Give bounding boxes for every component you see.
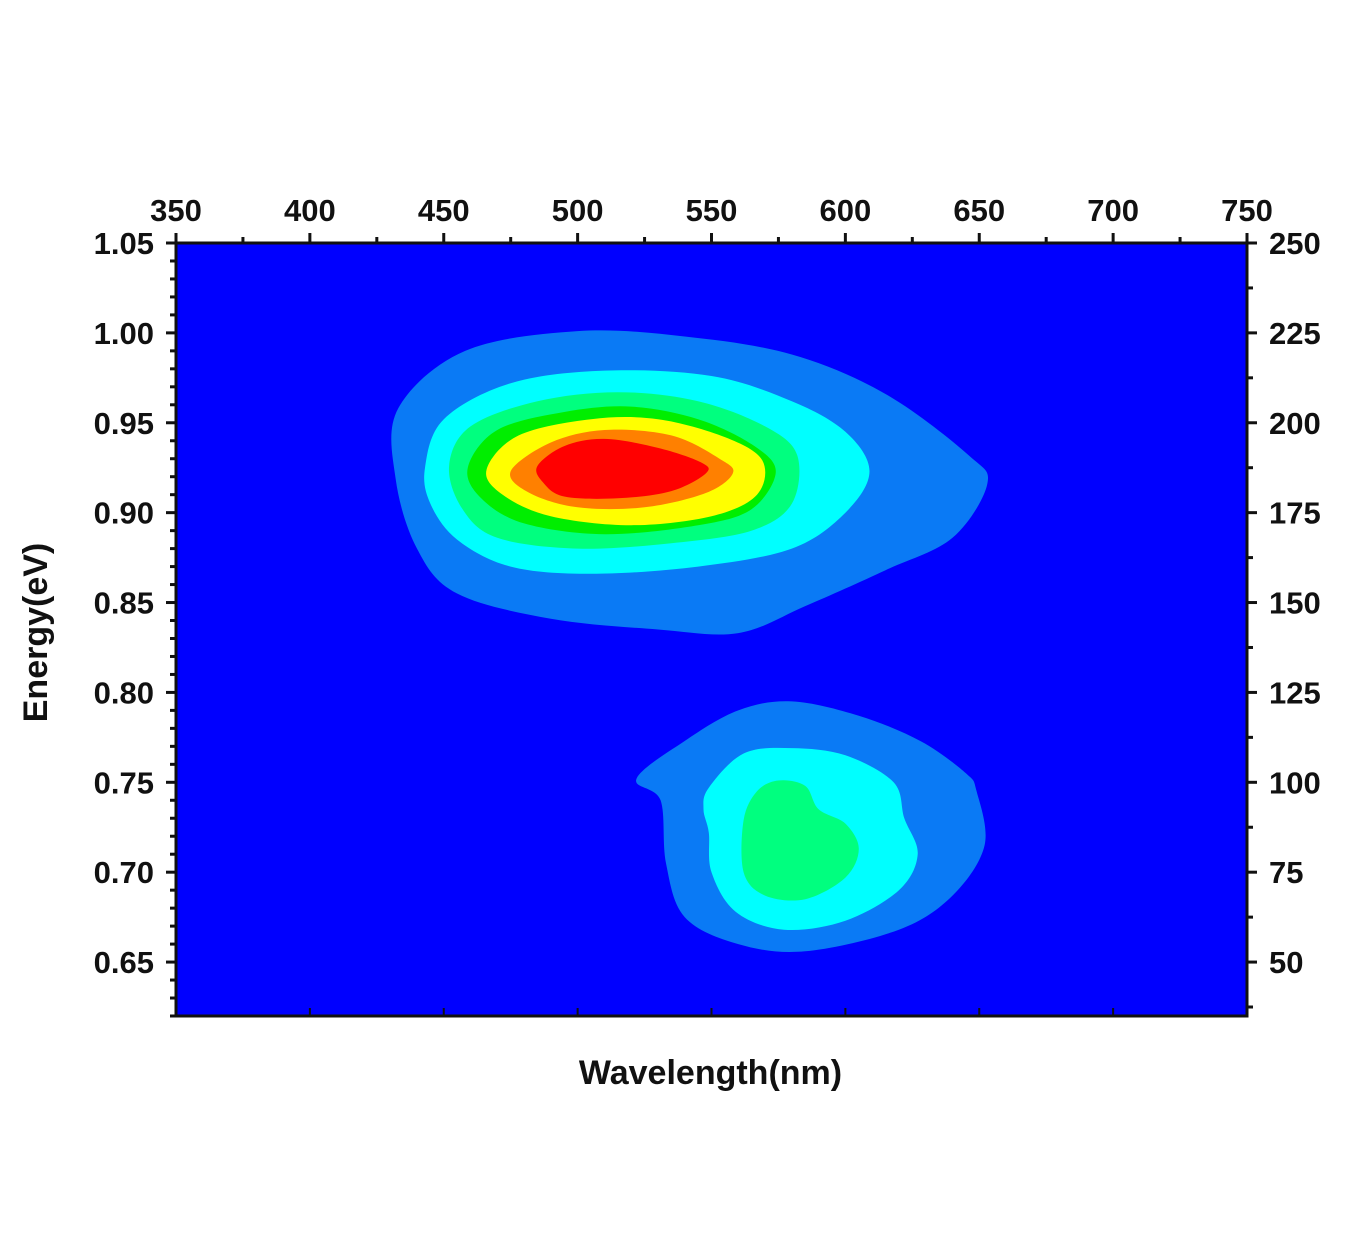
y-right-tick-label: 175: [1269, 496, 1321, 531]
y-left-tick-label: 0.65: [94, 945, 154, 980]
x-tick-label: 550: [686, 193, 738, 228]
y-right-tick-label: 75: [1269, 855, 1303, 890]
lower-peak-level-3: [741, 780, 859, 901]
y-left-tick-label: 0.75: [94, 765, 154, 800]
contour-layers: [391, 330, 989, 953]
axis-ticks: [166, 233, 1257, 1018]
upper-peak-level-7: [536, 438, 709, 499]
y-left-tick-label: 0.85: [94, 586, 154, 621]
y-left-tick-label: 1.05: [94, 226, 154, 261]
y-left-tick-label: 0.95: [94, 406, 154, 441]
x-tick-label: 600: [820, 193, 872, 228]
y-right-tick-label: 125: [1269, 675, 1321, 710]
y-axis-title: Energy(eV): [17, 543, 55, 723]
x-axis-title: Wavelength(nm): [579, 1054, 842, 1092]
x-tick-label: 700: [1087, 193, 1139, 228]
y-left-tick-label: 0.90: [94, 496, 154, 531]
x-tick-label: 400: [284, 193, 336, 228]
y-left-tick-label: 0.70: [94, 855, 154, 890]
x-tick-label: 650: [953, 193, 1005, 228]
y-right-tick-label: 100: [1269, 765, 1321, 800]
y-right-tick-label: 200: [1269, 406, 1321, 441]
y-right-tick-label: 250: [1269, 226, 1321, 261]
x-tick-label: 750: [1221, 193, 1273, 228]
y-right-tick-label: 225: [1269, 316, 1321, 351]
x-tick-label: 350: [150, 193, 202, 228]
y-left-tick-label: 0.80: [94, 675, 154, 710]
y-left-tick-label: 1.00: [94, 316, 154, 351]
x-tick-label: 500: [552, 193, 604, 228]
y-right-tick-label: 150: [1269, 586, 1321, 621]
tick-labels: 350 400 450 500 550 600 650 700 750 0.65 0.70 0.75 0…: [94, 193, 1321, 980]
x-tick-label: 450: [418, 193, 470, 228]
y-right-tick-label: 50: [1269, 945, 1303, 980]
